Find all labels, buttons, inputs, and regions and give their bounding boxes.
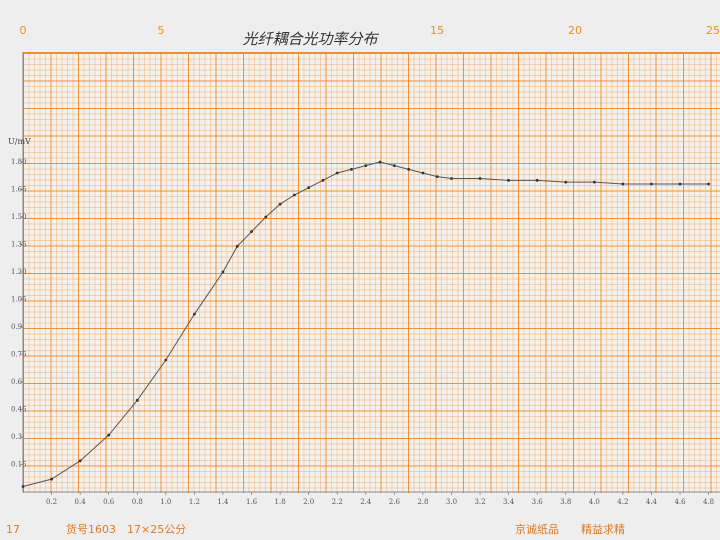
data-point: [678, 182, 682, 186]
x-tick-label: 0.6: [103, 498, 115, 506]
data-point: [621, 182, 625, 186]
x-tick-label: 2.6: [389, 498, 401, 506]
top-scale-label: 0: [20, 24, 27, 37]
x-tick-label: 4.8: [703, 498, 714, 506]
y-tick-label: 0.45: [11, 406, 27, 414]
chart-title: 光纤耦合光功率分布: [242, 30, 379, 48]
x-tick-label: 4.6: [674, 498, 686, 506]
data-point: [407, 167, 411, 171]
data-point: [250, 230, 253, 234]
data-point: [350, 167, 353, 171]
x-tick-label: 3.4: [503, 498, 515, 506]
data-point: [335, 171, 339, 175]
data-point: [564, 180, 568, 184]
y-tick-label: 0.9: [11, 323, 22, 331]
x-tick-label: 1.4: [217, 498, 229, 506]
x-tick-label: 1.6: [246, 498, 258, 506]
data-point: [392, 164, 396, 168]
y-tick-label: 0.3: [11, 433, 22, 441]
data-point: [278, 202, 282, 206]
footer-left: 17: [6, 523, 20, 536]
data-point: [107, 433, 111, 437]
y-tick-label: 0.6: [11, 378, 23, 386]
data-point: [50, 477, 53, 481]
x-tick-label: 2.0: [303, 498, 314, 506]
data-point: [321, 178, 325, 182]
y-tick-label: 1.50: [11, 213, 27, 221]
footer-brand: 京诚纸品 精益求精: [515, 522, 625, 536]
data-point: [307, 186, 311, 190]
x-tick-label: 4.2: [617, 498, 628, 506]
x-tick-label: 1.8: [275, 498, 286, 506]
y-tick-label: 1.35: [11, 241, 27, 249]
data-point: [478, 177, 482, 180]
data-point: [364, 164, 368, 168]
top-scale-label: 15: [430, 24, 444, 37]
data-point: [450, 177, 453, 180]
y-tick-label: 0.75: [11, 351, 27, 359]
data-point: [78, 459, 82, 463]
x-tick-label: 3.8: [560, 498, 571, 506]
data-point: [221, 270, 225, 274]
x-tick-label: 3.6: [532, 498, 544, 506]
y-axis-label: U/mV: [8, 137, 31, 146]
data-line: [22, 161, 709, 487]
x-tick-label: 3.0: [446, 498, 457, 506]
data-point: [535, 178, 539, 182]
y-tick-label: 1.20: [11, 268, 27, 276]
data-point: [592, 180, 596, 184]
x-tick-label: 1.0: [160, 498, 171, 506]
x-tick-label: 1.2: [189, 498, 200, 506]
data-point: [192, 312, 196, 316]
data-point: [235, 244, 239, 248]
data-point: [135, 398, 139, 402]
y-tick-label: 1.05: [11, 296, 27, 304]
data-point: [435, 175, 439, 179]
x-tick-label: 2.4: [360, 498, 372, 506]
data-point: [292, 193, 296, 197]
data-point: [507, 178, 511, 182]
y-tick-label: 1.65: [11, 186, 27, 194]
x-tick-label: 4.4: [646, 498, 658, 506]
graph-paper: [23, 52, 720, 493]
top-scale-label: 20: [568, 24, 582, 37]
data-point: [378, 160, 382, 164]
data-point: [650, 182, 653, 186]
y-tick-label: 0.15: [11, 461, 27, 469]
x-tick-label: 3.2: [474, 498, 485, 506]
y-tick-label: 1.80: [11, 158, 27, 166]
x-tick-label: 2.2: [332, 498, 343, 506]
x-tick-label: 0.4: [75, 498, 87, 506]
top-scale-label: 25: [706, 24, 720, 37]
top-scale-label: 5: [158, 24, 165, 37]
data-point: [164, 358, 168, 362]
x-tick-label: 0.2: [46, 498, 57, 506]
x-tick-label: 4.0: [589, 498, 600, 506]
x-tick-label: 2.8: [417, 498, 428, 506]
data-point: [21, 485, 25, 488]
data-point: [421, 171, 425, 175]
data-point: [707, 182, 710, 186]
data-point: [264, 215, 268, 219]
footer-item: 货号1603 17×25公分: [66, 522, 186, 536]
x-tick-label: 0.8: [132, 498, 143, 506]
